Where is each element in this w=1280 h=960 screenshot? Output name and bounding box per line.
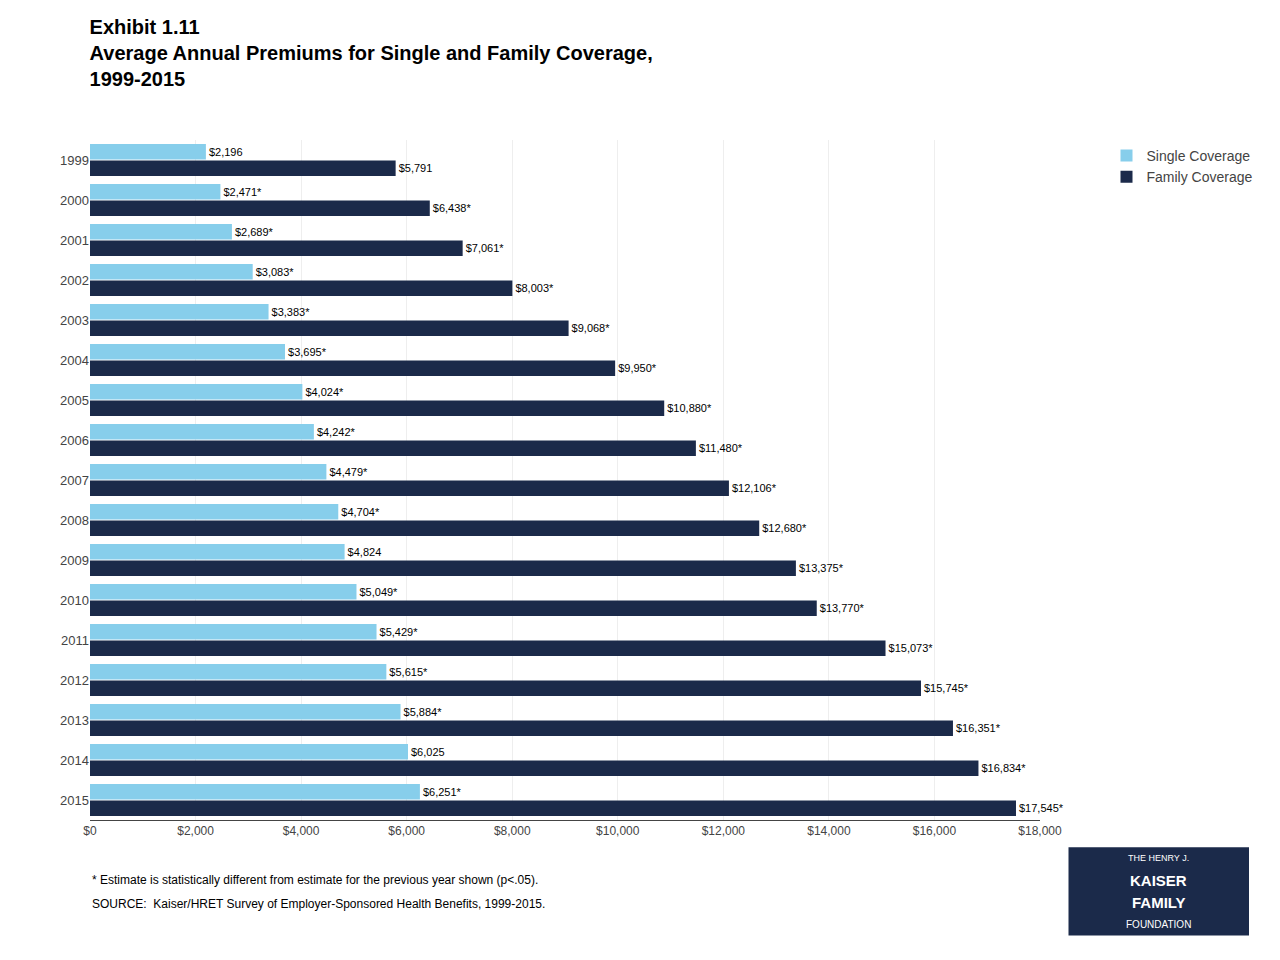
svg-text:2001: 2001: [60, 233, 89, 248]
svg-text:Single Coverage: Single Coverage: [1147, 148, 1251, 164]
svg-text:$5,884*: $5,884*: [404, 706, 443, 718]
svg-text:2015: 2015: [60, 793, 89, 808]
svg-text:Exhibit 1.11Average Annual Pre: Exhibit 1.11Average Annual Premiums for …: [90, 16, 653, 90]
svg-text:$4,024*: $4,024*: [305, 386, 344, 398]
svg-text:$6,025: $6,025: [411, 746, 445, 758]
svg-text:$11,480*: $11,480*: [699, 442, 743, 454]
svg-text:2005: 2005: [60, 393, 89, 408]
svg-text:$4,242*: $4,242*: [317, 426, 356, 438]
svg-text:$2,471*: $2,471*: [223, 186, 262, 198]
svg-text:$8,003*: $8,003*: [515, 282, 554, 294]
svg-text:$3,083*: $3,083*: [256, 266, 295, 278]
svg-text:$8,000: $8,000: [494, 824, 531, 838]
svg-text:$4,000: $4,000: [283, 824, 320, 838]
svg-text:2010: 2010: [60, 593, 89, 608]
svg-text:$0: $0: [83, 824, 97, 838]
svg-text:2002: 2002: [60, 273, 89, 288]
svg-text:$2,000: $2,000: [177, 824, 214, 838]
svg-text:2004: 2004: [60, 353, 89, 368]
svg-text:* Estimate is statistically di: * Estimate is statistically different fr…: [92, 873, 538, 887]
svg-text:FAMILY: FAMILY: [1132, 894, 1186, 911]
svg-text:2003: 2003: [60, 313, 89, 328]
svg-text:2012: 2012: [60, 673, 89, 688]
svg-text:$9,068*: $9,068*: [572, 322, 611, 334]
svg-text:Family Coverage: Family Coverage: [1147, 169, 1253, 185]
svg-text:$6,000: $6,000: [388, 824, 425, 838]
svg-text:2006: 2006: [60, 433, 89, 448]
svg-text:$4,704*: $4,704*: [341, 506, 380, 518]
svg-text:2009: 2009: [60, 553, 89, 568]
svg-text:2011: 2011: [61, 633, 89, 648]
svg-text:$16,000: $16,000: [913, 824, 957, 838]
svg-text:$16,834*: $16,834*: [981, 762, 1026, 774]
svg-text:$3,695*: $3,695*: [288, 346, 327, 358]
svg-text:$12,106*: $12,106*: [732, 482, 777, 494]
svg-text:2013: 2013: [60, 713, 89, 728]
svg-text:$4,824: $4,824: [348, 546, 382, 558]
svg-text:$18,000: $18,000: [1018, 824, 1062, 838]
svg-text:$12,000: $12,000: [702, 824, 746, 838]
svg-text:THE HENRY J.: THE HENRY J.: [1128, 853, 1189, 863]
svg-text:$5,791: $5,791: [399, 162, 433, 174]
svg-text:$13,375*: $13,375*: [799, 562, 844, 574]
svg-text:$5,049*: $5,049*: [359, 586, 398, 598]
svg-text:2007: 2007: [60, 473, 89, 488]
svg-text:$5,429*: $5,429*: [380, 626, 419, 638]
svg-text:$15,745*: $15,745*: [924, 682, 969, 694]
svg-text:2008: 2008: [60, 513, 89, 528]
svg-text:$2,196: $2,196: [209, 146, 243, 158]
svg-text:SOURCE: Kaiser/HRET Survey of: SOURCE: Kaiser/HRET Survey of Employer-S…: [92, 897, 545, 911]
svg-text:$13,770*: $13,770*: [820, 602, 865, 614]
svg-text:KAISER: KAISER: [1130, 872, 1187, 889]
svg-text:$16,351*: $16,351*: [956, 722, 1001, 734]
svg-text:$14,000: $14,000: [807, 824, 851, 838]
svg-text:$15,073*: $15,073*: [889, 642, 934, 654]
svg-text:$9,950*: $9,950*: [618, 362, 657, 374]
svg-text:2014: 2014: [60, 753, 89, 768]
svg-text:$3,383*: $3,383*: [272, 306, 311, 318]
svg-text:$4,479*: $4,479*: [329, 466, 368, 478]
svg-text:FOUNDATION: FOUNDATION: [1126, 919, 1191, 930]
svg-text:$12,680*: $12,680*: [762, 522, 807, 534]
svg-text:$7,061*: $7,061*: [466, 242, 505, 254]
svg-text:$2,689*: $2,689*: [235, 226, 274, 238]
svg-text:2000: 2000: [60, 193, 89, 208]
svg-text:$10,880*: $10,880*: [667, 402, 712, 414]
svg-text:$17,545*: $17,545*: [1019, 802, 1064, 814]
svg-text:$5,615*: $5,615*: [389, 666, 428, 678]
svg-text:$6,438*: $6,438*: [433, 202, 472, 214]
svg-text:$10,000: $10,000: [596, 824, 640, 838]
svg-text:1999: 1999: [60, 153, 89, 168]
svg-text:$6,251*: $6,251*: [423, 786, 462, 798]
